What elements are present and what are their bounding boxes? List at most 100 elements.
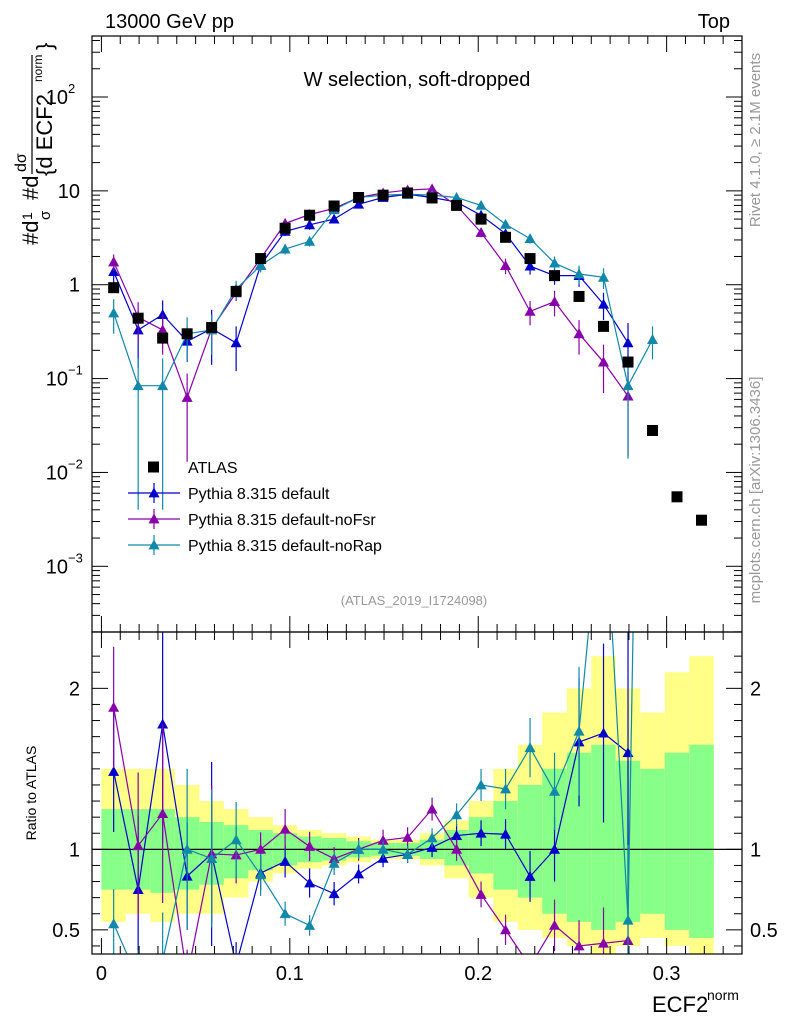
marker xyxy=(426,183,438,194)
x-axis-label-sup: norm xyxy=(707,987,739,1003)
data-point xyxy=(377,189,389,201)
marker xyxy=(573,268,585,279)
marker xyxy=(304,235,316,246)
ratio-tick-label-left: 0.5 xyxy=(52,920,80,942)
marker xyxy=(524,233,536,244)
svg-text:σ: σ xyxy=(37,210,54,220)
ratio-marker xyxy=(598,468,609,478)
series-line xyxy=(113,188,629,400)
ratio-tick-label-right: 1 xyxy=(750,839,761,861)
ratio-tick-label-left: 2 xyxy=(69,678,80,700)
marker xyxy=(108,266,120,276)
data-point xyxy=(255,253,267,265)
y-tick-label-main: 1 xyxy=(69,275,80,297)
y-tick-exp: −2 xyxy=(68,456,83,471)
marker xyxy=(524,305,536,316)
data-point xyxy=(549,270,561,282)
ratio-tick-label-right: 0.5 xyxy=(750,920,778,942)
ratio-tick-label-right: 2 xyxy=(750,678,761,700)
y-axis-label-ratio: Ratio to ATLAS xyxy=(23,746,39,841)
y-tick-label-main: 10 xyxy=(58,181,80,203)
legend-label: Pythia 8.315 default xyxy=(188,486,330,503)
x-tick-label: 0.1 xyxy=(276,963,304,985)
marker xyxy=(500,260,512,270)
data-point xyxy=(157,332,169,344)
ratio-marker xyxy=(182,971,193,981)
marker xyxy=(475,227,487,237)
ratio-marker xyxy=(108,701,120,712)
marker xyxy=(549,296,561,307)
marker xyxy=(475,199,487,210)
y-tick-base: 1 xyxy=(69,275,80,297)
mcplots-label: mcplots.cern.ch [arXiv:1306.3436] xyxy=(747,377,764,604)
marker xyxy=(132,380,144,391)
green-band-bin xyxy=(664,752,690,930)
x-axis-label: ECF2 xyxy=(652,992,708,1017)
category-label: Top xyxy=(698,11,730,33)
ratio-marker xyxy=(108,765,120,776)
data-point xyxy=(328,200,340,212)
legend-marker xyxy=(148,513,160,524)
marker xyxy=(622,337,634,348)
data-point xyxy=(230,285,242,297)
legend-marker xyxy=(148,539,160,550)
y-tick-base: 10 xyxy=(46,556,68,578)
data-point xyxy=(695,514,707,526)
legend-label: Pythia 8.315 default-noRap xyxy=(188,538,382,555)
green-band-bin xyxy=(640,768,665,914)
marker xyxy=(108,307,120,318)
x-tick-label: 0.3 xyxy=(653,963,681,985)
data-point xyxy=(132,312,144,324)
ratio-marker xyxy=(525,961,536,971)
marker xyxy=(230,337,242,348)
legend: ATLAS Pythia 8.315 default Pythia 8.315 de… xyxy=(128,460,382,555)
svg-text:#d: #d xyxy=(18,176,43,200)
marker xyxy=(647,334,659,345)
series-line xyxy=(113,193,654,388)
marker xyxy=(328,213,340,224)
data-point xyxy=(279,222,291,234)
marker xyxy=(157,324,169,335)
data-point xyxy=(524,253,536,265)
x-tick-label: 0 xyxy=(96,963,107,985)
y-tick-base: 10 xyxy=(46,87,68,109)
legend-marker xyxy=(148,461,159,473)
data-point xyxy=(181,328,193,340)
marker xyxy=(108,256,120,267)
marker xyxy=(279,243,291,254)
ratio-series-2 xyxy=(108,468,634,984)
marker xyxy=(255,260,267,270)
marker xyxy=(573,328,585,339)
x-tick-label: 0.2 xyxy=(464,963,492,985)
data-point xyxy=(573,290,585,302)
y-tick-label-main: 10 −1 xyxy=(46,363,83,391)
ratio-marker xyxy=(157,955,168,965)
ratio-marker xyxy=(108,918,120,929)
ratio-tick-label-left: 1 xyxy=(69,839,80,861)
marker xyxy=(622,380,634,391)
svg-text:norm: norm xyxy=(31,55,45,82)
marker xyxy=(353,198,365,209)
ratio-marker xyxy=(157,718,169,729)
ratio-plot-area xyxy=(92,468,742,984)
y-tick-label-main: 10 −3 xyxy=(46,550,83,578)
marker xyxy=(549,257,561,268)
green-band-bin xyxy=(689,744,714,938)
ratio-line xyxy=(113,707,629,954)
y-tick-exp: 2 xyxy=(68,81,75,96)
svg-text:{d ECF2: {d ECF2 xyxy=(32,94,57,176)
marker xyxy=(304,219,316,230)
svg-text:#d: #d xyxy=(18,221,43,245)
y-tick-exp: −1 xyxy=(68,363,83,378)
analysis-label: (ATLAS_2019_I1724098) xyxy=(341,593,487,608)
data-point xyxy=(353,191,365,203)
marker xyxy=(181,391,193,402)
ratio-line xyxy=(113,724,629,954)
data-point xyxy=(402,187,414,199)
marker xyxy=(500,218,512,229)
ratio-marker xyxy=(133,974,144,984)
ratio-frame xyxy=(91,631,743,955)
